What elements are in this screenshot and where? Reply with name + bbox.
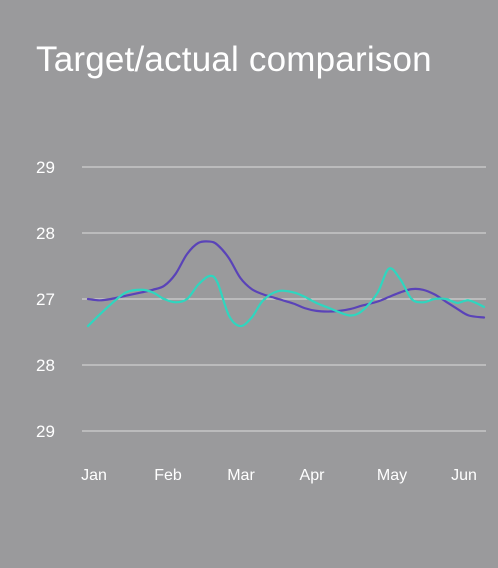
y-tick-label: 28 bbox=[36, 224, 55, 243]
x-tick-label: May bbox=[377, 467, 407, 484]
y-tick-label: 29 bbox=[36, 158, 55, 177]
y-tick-label: 27 bbox=[36, 290, 55, 309]
x-tick-label: Jan bbox=[81, 467, 107, 484]
x-tick-label: Apr bbox=[300, 467, 326, 484]
x-tick-label: Mar bbox=[227, 467, 255, 484]
x-tick-label: Feb bbox=[154, 467, 182, 484]
y-tick-label: 29 bbox=[36, 422, 55, 441]
series-line-target bbox=[86, 240, 486, 319]
chart-title: Target/actual comparison bbox=[36, 40, 432, 79]
y-tick-label: 28 bbox=[36, 356, 55, 375]
x-tick-label: Jun bbox=[451, 467, 477, 484]
series-line-actual bbox=[86, 267, 486, 328]
